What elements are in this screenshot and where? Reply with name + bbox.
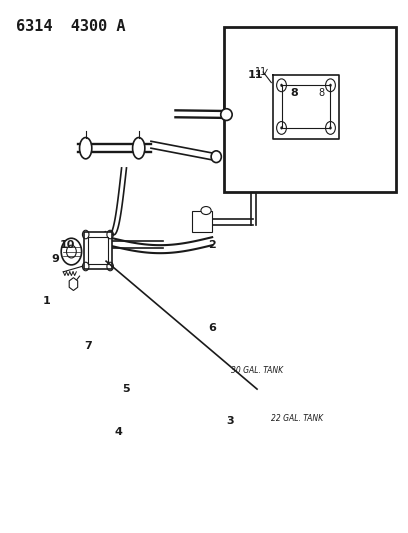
Text: 7: 7 (84, 342, 91, 351)
Ellipse shape (80, 138, 92, 159)
Ellipse shape (133, 138, 145, 159)
Ellipse shape (201, 207, 211, 215)
Text: 8: 8 (290, 88, 297, 98)
Text: 1: 1 (43, 296, 51, 306)
Text: 10: 10 (60, 240, 75, 250)
Circle shape (329, 84, 332, 87)
Bar (84, 232, 112, 269)
Ellipse shape (221, 109, 232, 120)
Circle shape (280, 126, 283, 130)
Circle shape (329, 126, 332, 130)
Bar (192, 211, 212, 232)
Ellipse shape (211, 151, 222, 163)
Text: 30 GAL. TANK: 30 GAL. TANK (231, 366, 283, 375)
Text: 2: 2 (208, 240, 216, 250)
Bar (88, 237, 108, 264)
Circle shape (280, 84, 283, 87)
Text: 9: 9 (51, 254, 59, 263)
Text: 3: 3 (227, 416, 234, 426)
Text: 5: 5 (123, 384, 130, 394)
Text: 11: 11 (247, 70, 263, 79)
Bar (224, 27, 396, 192)
Text: 22 GAL. TANK: 22 GAL. TANK (271, 414, 324, 423)
Text: 6314  4300 A: 6314 4300 A (16, 19, 126, 34)
Text: 6: 6 (208, 323, 216, 333)
Text: 11: 11 (255, 67, 267, 77)
Text: 4: 4 (114, 427, 122, 437)
Text: 8: 8 (318, 88, 324, 98)
